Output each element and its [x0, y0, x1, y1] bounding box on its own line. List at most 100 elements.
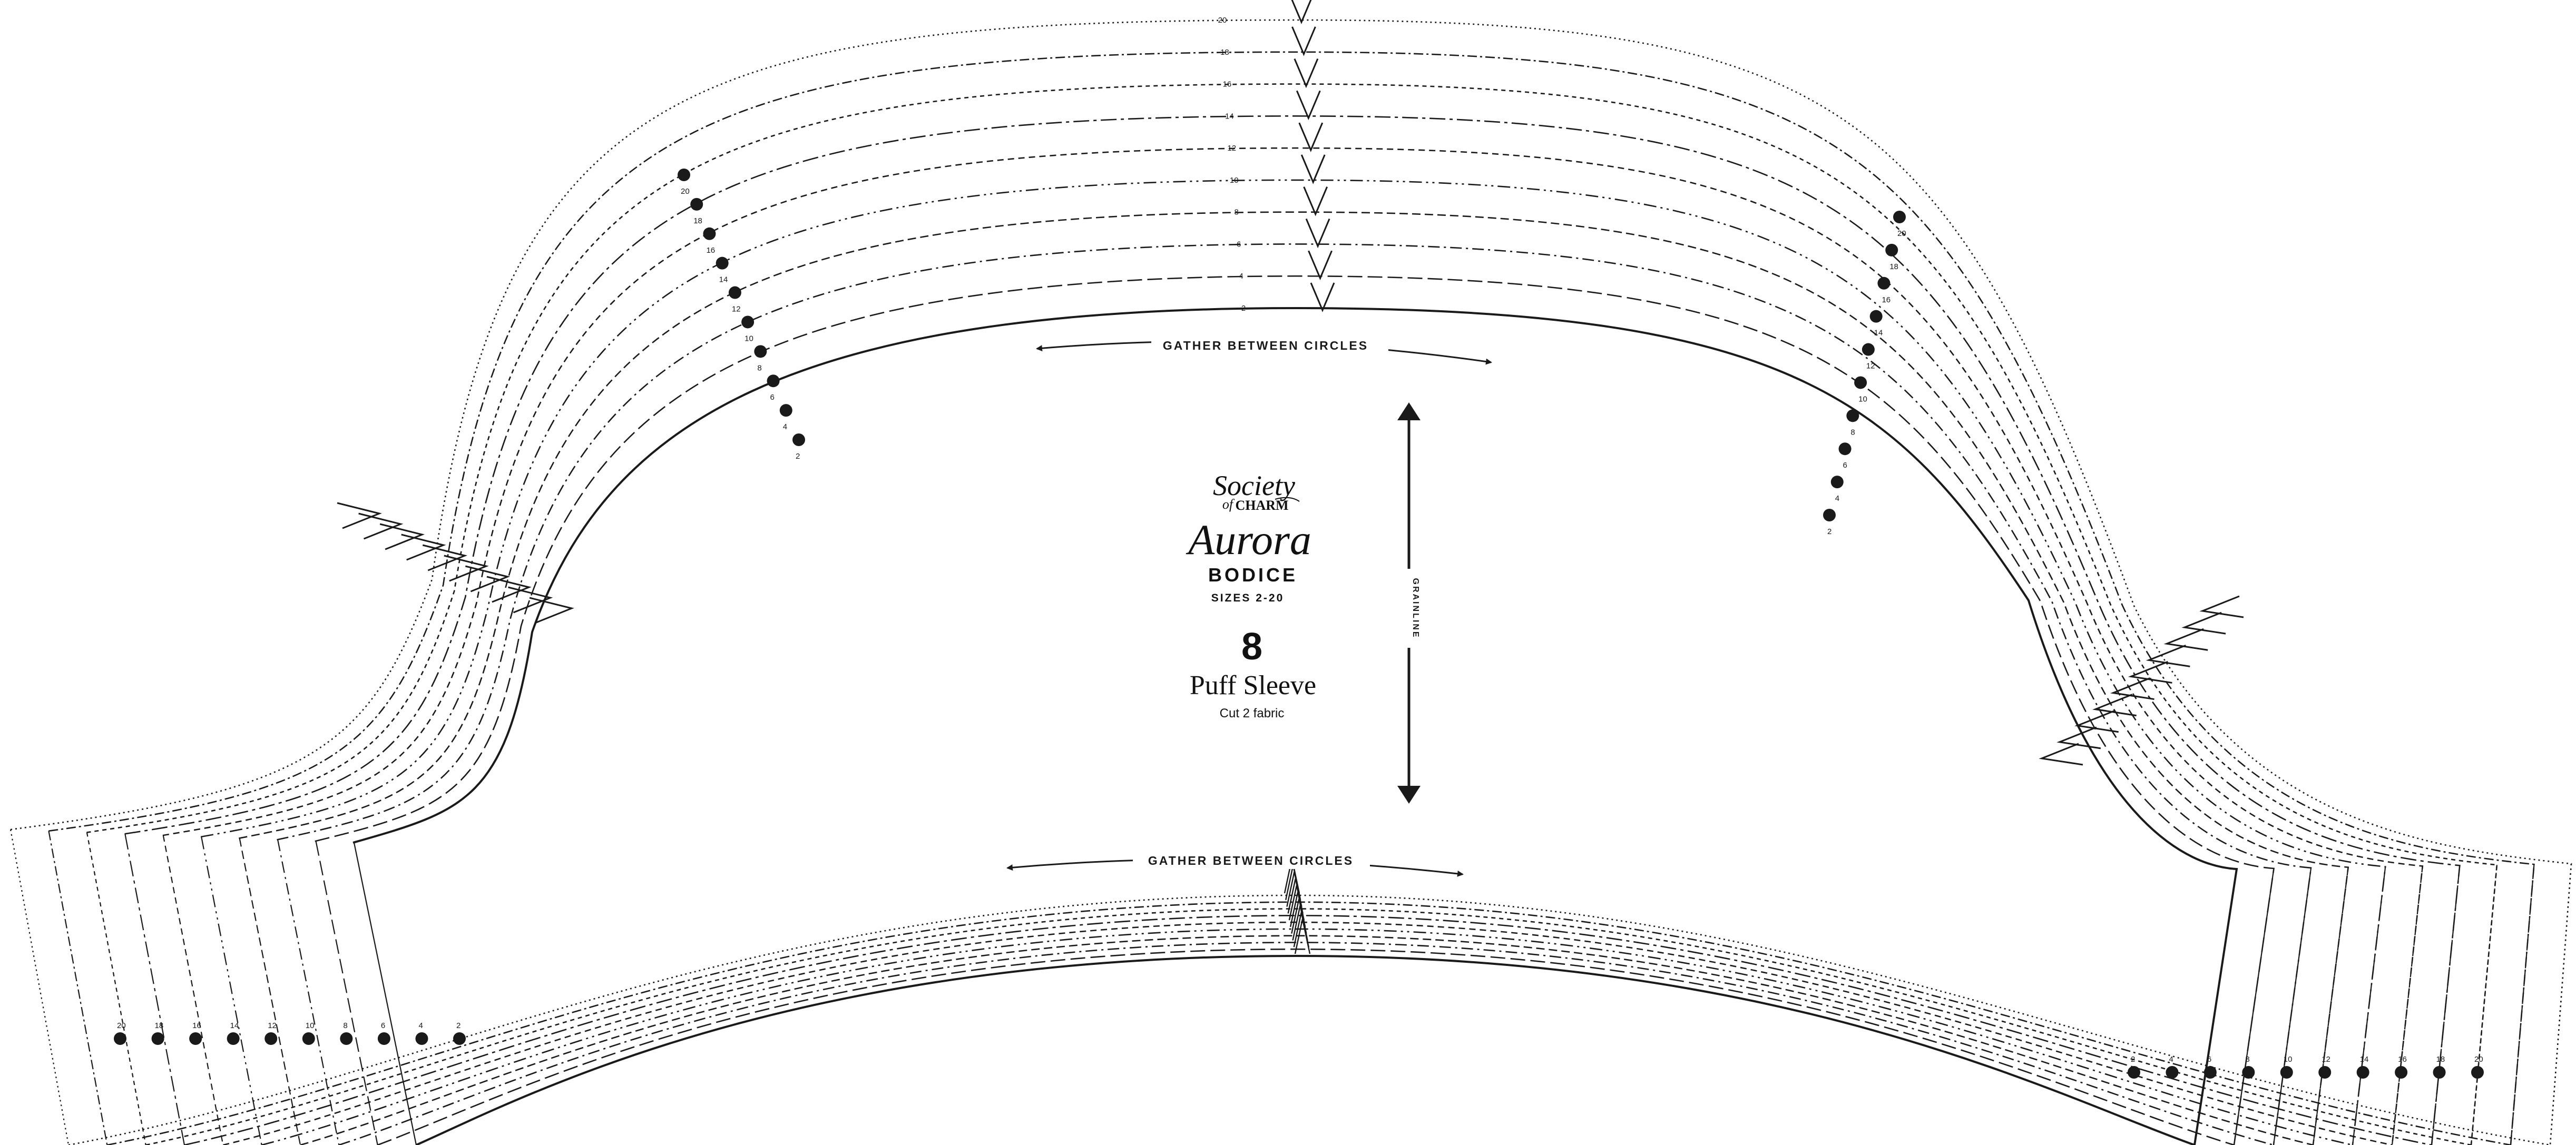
gather-circle-right-10	[1854, 376, 1867, 389]
hem-circle-right-6	[2203, 1066, 2217, 1079]
right-notch-16	[2163, 628, 2208, 651]
circle-size-label: 16	[1882, 295, 1891, 304]
cap-size-label: 20	[1218, 16, 1227, 25]
circle-size-label: 12	[732, 305, 741, 314]
cap-notch-20	[1291, 0, 1312, 24]
title-block: Society of CHARM Aurora BODICE SIZES 2-2…	[1186, 470, 1316, 720]
right-seam-2	[2193, 868, 2238, 1145]
gather-arrow-top: GATHER BETWEEN CIRCLES	[1036, 336, 1492, 365]
circle-size-label: 12	[2322, 1055, 2330, 1064]
circle-size-label: 10	[1858, 394, 1867, 403]
circle-size-label: 16	[192, 1021, 201, 1030]
cap-notch-10	[1300, 154, 1326, 184]
circle-size-label: 8	[2245, 1055, 2249, 1064]
left-seam-2	[353, 842, 417, 1145]
circle-size-label: 12	[268, 1021, 277, 1030]
gather-circle-right-16	[1877, 277, 1891, 290]
notch-marks: 2 4 6 8 10 12 14 16 18 20	[337, 0, 2244, 954]
left-notch-16	[379, 523, 425, 550]
circle-size-label: 16	[706, 246, 715, 255]
right-notch-18	[2181, 611, 2226, 635]
left-notch-10	[444, 555, 489, 582]
gather-circle-right-18	[1885, 243, 1898, 256]
circle-size-label: 14	[1874, 329, 1883, 338]
cap-notch-14	[1296, 90, 1321, 121]
hem-circle-right-2	[2128, 1066, 2140, 1079]
circle-size-label: 18	[1889, 262, 1898, 271]
hem-circle-right-18	[2433, 1066, 2446, 1079]
cap-size-label: 4	[1239, 272, 1243, 281]
gather-circle-right-8	[1846, 409, 1859, 422]
size-line-6	[277, 243, 2312, 1145]
cap-size-label: 2	[1241, 304, 1246, 313]
cap-notch-16	[1294, 58, 1319, 88]
hem-circle-right-10	[2280, 1066, 2293, 1079]
left-seam-14	[124, 834, 185, 1145]
cap-size-label: 16	[1223, 80, 1232, 89]
right-seam-16	[2470, 865, 2497, 1145]
circle-size-label: 10	[306, 1021, 315, 1030]
cap-notch-8	[1303, 186, 1328, 216]
gather-circle-left-10	[741, 315, 755, 329]
right-notch-20	[2199, 595, 2244, 618]
left-notch-8	[465, 565, 511, 593]
hem-circle-right-20	[2471, 1066, 2484, 1079]
circle-size-label: 8	[343, 1021, 347, 1030]
cap-size-label: 18	[1220, 48, 1229, 57]
circle-size-label: 4	[783, 422, 787, 431]
cut-instruction: Cut 2 fabric	[1220, 706, 1285, 720]
right-notch-4	[2056, 726, 2101, 749]
size-line-16	[86, 83, 2498, 1145]
gather-circle-left-18	[690, 198, 703, 211]
cap-size-label: 10	[1230, 176, 1239, 185]
gather-circle-left-20	[678, 169, 690, 181]
circle-size-label: 6	[2207, 1055, 2211, 1064]
left-seam-12	[162, 835, 224, 1145]
circle-size-label: 6	[381, 1021, 385, 1030]
circle-size-label: 8	[1850, 428, 1855, 437]
hem-circle-left-10	[302, 1032, 315, 1045]
cap-notch-6	[1305, 218, 1330, 249]
cap-size-label: 12	[1227, 144, 1236, 153]
size-line-20	[10, 19, 2572, 1145]
cap-notch-4	[1308, 250, 1333, 281]
right-seam-4	[2233, 868, 2275, 1145]
right-notch-10	[2110, 677, 2154, 700]
size-line-10	[200, 179, 2386, 1145]
right-notch-2	[2039, 743, 2083, 766]
left-notch-20	[337, 502, 382, 529]
gather-circle-right-4	[1830, 476, 1844, 489]
cap-notch-18	[1291, 26, 1316, 56]
cap-size-label: 6	[1237, 240, 1241, 249]
hem-circle-left-20	[114, 1032, 126, 1045]
size-line-18	[48, 51, 2535, 1145]
hem-circle-left-16	[189, 1032, 202, 1045]
left-seam-18	[48, 831, 108, 1145]
circle-size-label: 4	[1835, 494, 1839, 503]
circle-size-label: 2	[456, 1021, 461, 1030]
hem-circle-left-4	[415, 1032, 428, 1045]
gather-circle-marks: 2 2 2 2 4 4 4 4 6 6 6 6 8 8 8 8 10 10 10 10 12 12 12 12 14 14 14 14…	[114, 169, 2484, 1079]
circle-size-label: 16	[2398, 1055, 2407, 1064]
circle-size-label: 20	[2474, 1055, 2483, 1064]
left-notch-18	[358, 512, 404, 540]
size-range: SIZES 2-20	[1211, 592, 1285, 604]
left-seam-8	[239, 838, 301, 1145]
circle-size-label: 20	[1897, 229, 1906, 238]
gather-label-bottom: GATHER BETWEEN CIRCLES	[1148, 854, 1354, 867]
size-line-12	[162, 147, 2424, 1145]
brand-charm: CHARM	[1235, 498, 1288, 513]
circle-size-label: 2	[2131, 1055, 2135, 1064]
right-seam-10	[2352, 866, 2386, 1145]
right-notch-12	[2128, 661, 2172, 684]
hem-circle-left-12	[265, 1032, 278, 1045]
hem-circle-right-8	[2242, 1066, 2255, 1079]
piece-number: 8	[1241, 626, 1262, 668]
circle-size-label: 20	[117, 1021, 126, 1030]
gather-circle-left-2	[792, 433, 805, 446]
circle-size-label: 14	[230, 1021, 239, 1030]
hem-circle-right-12	[2318, 1066, 2332, 1079]
circle-size-label: 10	[745, 334, 753, 343]
size-line-4	[315, 275, 2275, 1145]
cap-notch-12	[1298, 122, 1324, 152]
